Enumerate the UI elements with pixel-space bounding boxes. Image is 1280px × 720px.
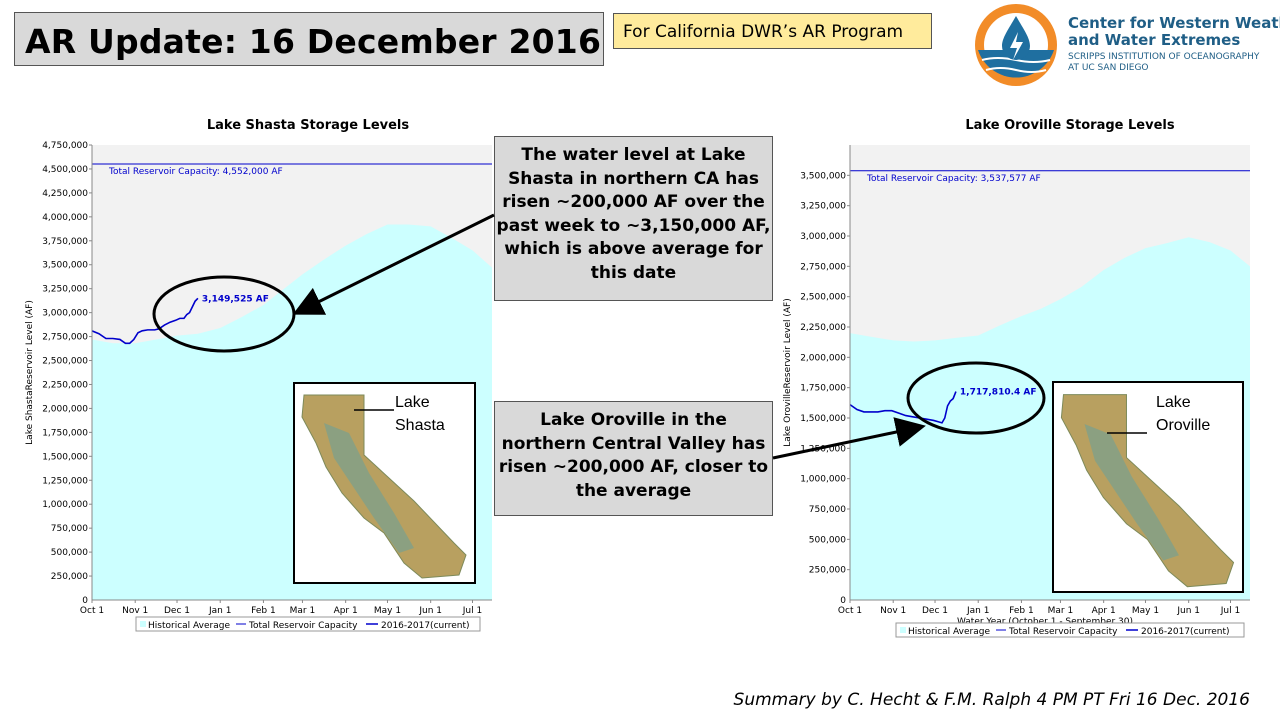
program-label: For California DWR’s AR Program	[623, 22, 904, 42]
program-box: For California DWR’s AR Program	[613, 13, 932, 49]
y-axis-label: Lake ShastaReservoir Level (AF)	[25, 300, 35, 445]
x-tick-label: Oct 1	[80, 606, 104, 616]
inset-map-label-line1: Lake	[395, 394, 430, 411]
x-tick-label: Jun 1	[418, 606, 442, 616]
y-tick-label: 1,500,000	[800, 414, 846, 424]
y-tick-label: 4,250,000	[42, 189, 88, 199]
chart-title: Lake Shasta Storage Levels	[207, 118, 410, 133]
x-tick-label: Jun 1	[1176, 606, 1200, 616]
shasta-chart: Lake Shasta Storage Levels Total Reservoi…	[25, 118, 492, 632]
inset-map-label-line2: Shasta	[395, 417, 445, 434]
x-tick-label: Apr 1	[1092, 606, 1116, 616]
y-tick-label: 2,750,000	[42, 333, 88, 343]
y-tick-label: 750,000	[51, 524, 88, 534]
oroville-chart: Lake Oroville Storage Levels Total Reserv…	[783, 118, 1250, 638]
central-valley-region	[1084, 423, 1179, 561]
y-tick-label: 2,750,000	[800, 262, 846, 272]
central-valley-region	[324, 423, 414, 553]
y-tick-label: 750,000	[809, 505, 846, 515]
cw3e-logo: Center for Western Weather and Water Ext…	[972, 2, 1280, 88]
x-tick-label: May 1	[374, 606, 401, 616]
x-tick-label: Dec 1	[164, 606, 190, 616]
y-tick-label: 4,000,000	[42, 213, 88, 223]
y-tick-label: 500,000	[809, 535, 846, 545]
capacity-label: Total Reservoir Capacity: 4,552,000 AF	[108, 167, 283, 177]
footer-credit: Summary by C. Hecht & F.M. Ralph 4 PM PT…	[733, 690, 1250, 710]
y-tick-label: 1,250,000	[800, 444, 846, 454]
x-tick-label: Mar 1	[1048, 606, 1074, 616]
y-tick-label: 3,500,000	[42, 261, 88, 271]
x-tick-label: Mar 1	[290, 606, 316, 616]
y-axis-label: Lake OrovilleReservoir Level (AF)	[783, 298, 793, 446]
y-tick-label: 4,750,000	[42, 141, 88, 151]
page-title: AR Update: 16 December 2016	[25, 22, 602, 61]
x-tick-label: Jan 1	[966, 606, 989, 616]
y-tick-label: 1,000,000	[42, 500, 88, 510]
legend-box	[135, 616, 481, 632]
current-value-label: 1,717,810.4 AF	[960, 388, 1037, 398]
y-tick-label: 2,500,000	[42, 357, 88, 367]
y-tick-label: 1,250,000	[42, 476, 88, 486]
x-axis-label: Water Year (October 1 - September 30)	[957, 617, 1133, 627]
legend-label: Historical Average	[908, 627, 990, 637]
current-value-label: 3,149,525 AF	[202, 294, 269, 304]
y-tick-label: 3,500,000	[800, 171, 846, 181]
y-tick-label: 2,250,000	[800, 323, 846, 333]
x-tick-label: Jan 1	[208, 606, 231, 616]
y-tick-label: 1,750,000	[42, 428, 88, 438]
y-tick-label: 3,750,000	[42, 237, 88, 247]
capacity-label: Total Reservoir Capacity: 3,537,577 AF	[866, 174, 1041, 184]
oroville-callout: Lake Oroville in the northern Central Va…	[494, 401, 773, 516]
y-tick-label: 3,250,000	[800, 202, 846, 212]
y-tick-label: 3,000,000	[42, 309, 88, 319]
y-tick-label: 2,000,000	[800, 353, 846, 363]
y-tick-label: 1,000,000	[800, 475, 846, 485]
cw3e-logo-icon	[975, 4, 1057, 86]
x-tick-label: Feb 1	[1009, 606, 1034, 616]
x-tick-label: Feb 1	[251, 606, 276, 616]
x-tick-label: Dec 1	[922, 606, 948, 616]
y-tick-label: 3,250,000	[42, 285, 88, 295]
inset-map-label-line1: Lake	[1156, 394, 1191, 411]
legend-swatch-historical	[140, 621, 146, 627]
legend-label: Historical Average	[148, 621, 230, 631]
shasta-callout: The water level at Lake Shasta in northe…	[494, 136, 773, 301]
x-tick-label: Apr 1	[334, 606, 358, 616]
inset-map-label-line2: Oroville	[1156, 417, 1210, 434]
y-tick-label: 250,000	[51, 572, 88, 582]
y-tick-label: 2,250,000	[42, 380, 88, 390]
x-tick-label: Jul 1	[462, 606, 482, 616]
x-tick-label: Nov 1	[122, 606, 148, 616]
logo-line-1: Center for Western Weather	[1068, 14, 1280, 32]
legend-label: Total Reservoir Capacity	[248, 621, 358, 631]
logo-line-4: AT UC SAN DIEGO	[1068, 63, 1149, 73]
x-tick-label: May 1	[1132, 606, 1159, 616]
chart-title: Lake Oroville Storage Levels	[965, 118, 1174, 133]
y-tick-label: 2,500,000	[800, 293, 846, 303]
y-tick-label: 4,500,000	[42, 165, 88, 175]
legend-box	[895, 622, 1245, 638]
legend-label: 2016-2017(current)	[381, 621, 470, 631]
logo-line-2: and Water Extremes	[1068, 31, 1241, 49]
logo-line-3: SCRIPPS INSTITUTION OF OCEANOGRAPHY	[1068, 52, 1260, 62]
y-tick-label: 2,000,000	[42, 404, 88, 414]
legend-label: Total Reservoir Capacity	[1008, 627, 1118, 637]
title-box: AR Update: 16 December 2016	[14, 12, 604, 66]
y-tick-label: 250,000	[809, 566, 846, 576]
y-tick-label: 3,000,000	[800, 232, 846, 242]
y-tick-label: 0	[82, 596, 88, 606]
y-tick-label: 0	[840, 596, 846, 606]
legend-label: 2016-2017(current)	[1141, 627, 1230, 637]
legend-swatch-historical	[900, 627, 906, 633]
x-tick-label: Jul 1	[1220, 606, 1240, 616]
y-tick-label: 1,750,000	[800, 384, 846, 394]
y-tick-label: 500,000	[51, 548, 88, 558]
x-tick-label: Nov 1	[880, 606, 906, 616]
y-tick-label: 1,500,000	[42, 452, 88, 462]
x-tick-label: Oct 1	[838, 606, 862, 616]
